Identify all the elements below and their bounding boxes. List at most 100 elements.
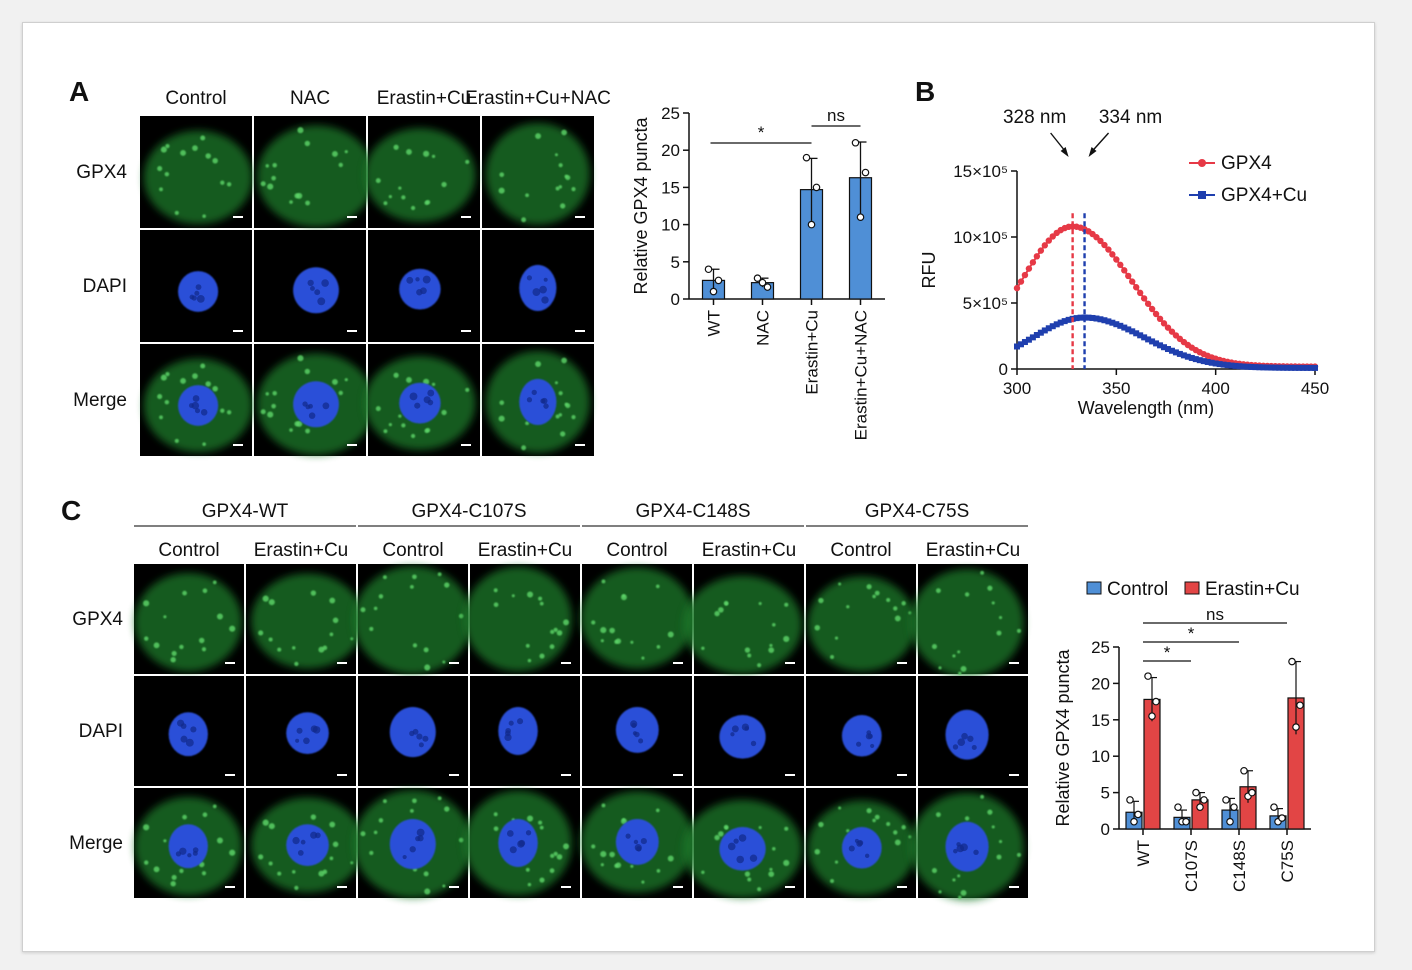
- nucleus-texture: [504, 733, 512, 742]
- gpx4-puncta: [401, 423, 406, 428]
- gpx4-puncta: [410, 205, 416, 211]
- gpx4-puncta: [160, 374, 167, 381]
- nucleus-texture: [412, 728, 419, 735]
- gpx4-puncta: [272, 391, 277, 396]
- gpx4-puncta: [179, 868, 184, 874]
- gpx4-puncta: [998, 615, 1003, 620]
- y-tick-label: 0: [999, 360, 1008, 379]
- series-marker: [1061, 318, 1068, 325]
- row-label-c-merge: Merge: [69, 833, 123, 854]
- gpx4-puncta: [615, 862, 622, 868]
- gpx4-puncta: [600, 863, 604, 867]
- series-marker: [1276, 364, 1283, 371]
- y-tick-label: 10: [1091, 747, 1110, 766]
- gpx4-puncta: [609, 627, 615, 634]
- series-marker: [1113, 256, 1120, 263]
- gpx4-puncta: [179, 644, 184, 650]
- gpx4-puncta: [265, 164, 269, 168]
- gpx4-puncta: [539, 825, 544, 830]
- gpx4-puncta: [747, 877, 752, 882]
- gpx4-puncta: [170, 657, 176, 663]
- gpx4-puncta: [192, 145, 198, 151]
- series-marker: [1136, 289, 1144, 297]
- column-label-1: NAC: [290, 88, 330, 109]
- micrograph-c-2-4: [580, 788, 694, 898]
- series-marker: [1204, 358, 1211, 365]
- data-point: [1278, 814, 1286, 822]
- gpx4-puncta: [267, 183, 274, 190]
- panel-letter-a: A: [69, 76, 89, 107]
- gpx4-puncta: [271, 175, 276, 181]
- micrograph-c-1-4: [582, 676, 692, 786]
- legend-marker: [1198, 159, 1206, 167]
- series-marker: [1252, 364, 1259, 371]
- gpx4-puncta: [441, 181, 447, 188]
- gpx4-puncta: [229, 849, 236, 856]
- gpx4-puncta: [964, 592, 970, 597]
- gpx4-puncta: [561, 357, 567, 364]
- nucleus: [615, 707, 659, 753]
- cytoplasm-signal: [353, 566, 472, 675]
- gpx4-puncta: [601, 579, 606, 584]
- nucleus-texture: [191, 401, 200, 410]
- data-point: [709, 287, 718, 296]
- nucleus-texture: [314, 832, 321, 839]
- series-marker: [1125, 272, 1132, 280]
- gpx4-puncta: [442, 660, 446, 664]
- legend-label-Control: Control: [1107, 579, 1168, 600]
- nucleus-texture: [854, 838, 859, 843]
- series-marker: [1033, 332, 1040, 339]
- data-point: [1126, 796, 1134, 804]
- series-marker: [1053, 321, 1060, 328]
- gpx4-puncta: [344, 378, 348, 382]
- gpx4-puncta: [423, 647, 429, 653]
- gpx4-puncta: [383, 201, 388, 206]
- series-marker: [1312, 364, 1318, 371]
- gpx4-puncta: [656, 869, 661, 873]
- gpx4-puncta: [180, 150, 186, 156]
- gpx4-puncta: [202, 214, 206, 218]
- data-point: [1182, 817, 1190, 826]
- row-label-merge: Merge: [73, 390, 127, 411]
- gpx4-puncta: [271, 403, 276, 409]
- nucleus-texture: [192, 850, 198, 856]
- gpx4-puncta: [784, 602, 789, 607]
- nucleus-texture: [187, 853, 192, 858]
- scale-bar: [1009, 774, 1019, 776]
- gpx4-puncta: [615, 638, 622, 644]
- gpx4-puncta: [783, 859, 790, 867]
- gpx4-puncta: [783, 635, 790, 643]
- scale-bar: [575, 216, 585, 218]
- gpx4-puncta: [938, 890, 942, 894]
- gpx4-puncta: [393, 372, 399, 378]
- gpx4-puncta: [539, 653, 545, 659]
- gpx4-puncta: [556, 854, 563, 860]
- series-marker: [1164, 324, 1172, 331]
- micrograph-c-1-5: [694, 676, 804, 786]
- scale-bar: [897, 774, 907, 776]
- gpx4-puncta: [814, 624, 821, 631]
- data-point: [1296, 701, 1304, 710]
- gpx4-puncta: [292, 870, 296, 874]
- gpx4-puncta: [165, 372, 170, 377]
- series-marker: [1065, 316, 1072, 323]
- gpx4-puncta: [622, 594, 626, 598]
- gpx4-puncta: [212, 157, 218, 164]
- series-marker: [1101, 317, 1108, 324]
- series-marker: [1014, 343, 1020, 350]
- series-marker: [1296, 364, 1303, 371]
- gpx4-puncta: [701, 870, 705, 875]
- nucleus-texture: [295, 738, 300, 743]
- nucleus-texture: [971, 744, 977, 750]
- scale-bar: [233, 444, 243, 446]
- gpx4-puncta: [268, 823, 275, 830]
- gpx4-puncta: [292, 646, 296, 650]
- cytoplasm-signal: [143, 130, 253, 225]
- nucleus-texture: [848, 845, 855, 852]
- series-marker: [1133, 330, 1140, 337]
- nucleus-texture: [749, 854, 758, 862]
- gpx4-puncta: [294, 661, 299, 666]
- micrograph-c-2-5: [683, 788, 804, 898]
- gpx4-puncta: [382, 799, 387, 804]
- series-marker: [1037, 329, 1044, 336]
